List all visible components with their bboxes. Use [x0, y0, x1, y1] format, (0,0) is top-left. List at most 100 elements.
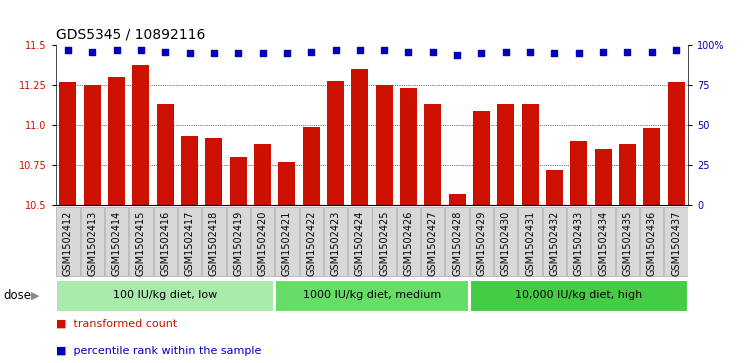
Point: [670, 47, 682, 53]
Text: GSM1502428: GSM1502428: [452, 211, 462, 276]
Point: [451, 52, 463, 58]
Bar: [473, 111, 490, 205]
Bar: [522, 105, 539, 205]
Text: GSM1502418: GSM1502418: [209, 211, 219, 276]
Text: GSM1502426: GSM1502426: [403, 211, 414, 276]
Bar: [421, 207, 444, 276]
Point: [646, 49, 658, 55]
Text: 10,000 IU/kg diet, high: 10,000 IU/kg diet, high: [515, 290, 642, 300]
Bar: [80, 207, 104, 276]
Bar: [57, 207, 80, 276]
Text: GSM1502423: GSM1502423: [330, 211, 341, 276]
Bar: [157, 105, 174, 205]
Bar: [275, 207, 298, 276]
Bar: [546, 170, 563, 205]
Bar: [397, 207, 420, 276]
Point: [281, 50, 293, 56]
Point: [427, 49, 439, 55]
Text: GSM1502429: GSM1502429: [476, 211, 487, 276]
Bar: [303, 127, 320, 205]
Text: GSM1502432: GSM1502432: [549, 211, 559, 276]
Text: GSM1502422: GSM1502422: [307, 211, 316, 276]
Bar: [57, 280, 275, 312]
Point: [403, 49, 414, 55]
Bar: [640, 207, 664, 276]
Bar: [108, 77, 125, 205]
Bar: [202, 207, 225, 276]
Text: GSM1502435: GSM1502435: [623, 211, 632, 276]
Point: [378, 47, 390, 53]
Bar: [376, 85, 393, 205]
Bar: [567, 207, 591, 276]
Text: GDS5345 / 10892116: GDS5345 / 10892116: [56, 28, 205, 42]
Bar: [230, 157, 247, 205]
Bar: [494, 207, 518, 276]
Bar: [60, 82, 77, 205]
Text: ■  transformed count: ■ transformed count: [56, 318, 177, 329]
Bar: [129, 207, 153, 276]
Point: [257, 50, 269, 56]
Bar: [181, 136, 198, 205]
Text: 100 IU/kg diet, low: 100 IU/kg diet, low: [113, 290, 217, 300]
Bar: [373, 207, 396, 276]
Bar: [400, 89, 417, 205]
Point: [86, 49, 98, 55]
Text: dose: dose: [4, 289, 32, 302]
Bar: [449, 194, 466, 205]
Point: [621, 49, 633, 55]
Point: [597, 49, 609, 55]
Point: [135, 47, 147, 53]
Bar: [105, 207, 128, 276]
Point: [354, 47, 366, 53]
Bar: [153, 207, 177, 276]
Text: GSM1502436: GSM1502436: [647, 211, 657, 276]
Text: GSM1502425: GSM1502425: [379, 211, 389, 276]
Bar: [348, 207, 371, 276]
Text: GSM1502415: GSM1502415: [136, 211, 146, 276]
Bar: [324, 207, 347, 276]
Bar: [667, 82, 684, 205]
Bar: [178, 207, 202, 276]
Bar: [251, 207, 275, 276]
Bar: [132, 65, 150, 205]
Bar: [424, 105, 441, 205]
Point: [208, 50, 220, 56]
Point: [548, 50, 560, 56]
Bar: [227, 207, 250, 276]
Text: GSM1502412: GSM1502412: [63, 211, 73, 276]
Bar: [570, 141, 587, 205]
Point: [159, 49, 171, 55]
Point: [232, 50, 244, 56]
Text: GSM1502414: GSM1502414: [112, 211, 121, 276]
Text: GSM1502419: GSM1502419: [233, 211, 243, 276]
Text: GSM1502437: GSM1502437: [671, 211, 681, 276]
Text: 1000 IU/kg diet, medium: 1000 IU/kg diet, medium: [303, 290, 441, 300]
Bar: [519, 207, 542, 276]
Bar: [278, 162, 295, 205]
Point: [475, 50, 487, 56]
Text: GSM1502421: GSM1502421: [282, 211, 292, 276]
Bar: [497, 105, 514, 205]
Bar: [205, 138, 222, 205]
Text: GSM1502424: GSM1502424: [355, 211, 365, 276]
Text: GSM1502434: GSM1502434: [598, 211, 608, 276]
Bar: [616, 207, 639, 276]
Point: [111, 47, 123, 53]
Point: [184, 50, 196, 56]
Text: GSM1502430: GSM1502430: [501, 211, 511, 276]
Bar: [664, 207, 687, 276]
Text: GSM1502417: GSM1502417: [185, 211, 195, 276]
Bar: [644, 129, 660, 205]
Bar: [300, 207, 323, 276]
Bar: [469, 280, 687, 312]
Bar: [254, 144, 271, 205]
Bar: [543, 207, 566, 276]
Text: GSM1502427: GSM1502427: [428, 211, 437, 276]
Text: GSM1502420: GSM1502420: [257, 211, 268, 276]
Point: [525, 49, 536, 55]
Bar: [619, 144, 636, 205]
Point: [305, 49, 317, 55]
Bar: [469, 207, 493, 276]
Bar: [84, 85, 100, 205]
Bar: [446, 207, 469, 276]
